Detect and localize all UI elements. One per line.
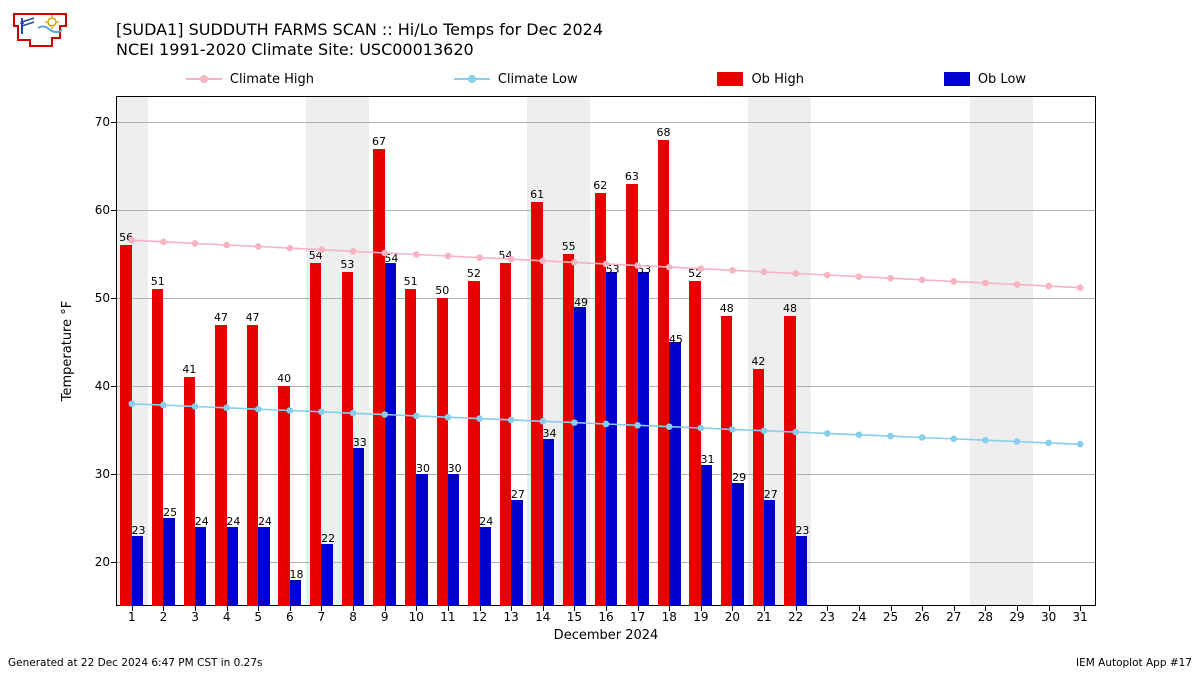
xtick-label: 1	[128, 610, 136, 624]
ytick-label: 50	[95, 291, 110, 305]
xtick-label: 11	[440, 610, 455, 624]
xtick-label: 26	[914, 610, 929, 624]
ytick-label: 20	[95, 555, 110, 569]
x-axis-ticks: 1234567891011121314151617181920212223242…	[116, 606, 1096, 626]
xtick-label: 6	[286, 610, 294, 624]
ytick-label: 30	[95, 467, 110, 481]
xtick-label: 7	[318, 610, 326, 624]
legend-label: Climate Low	[498, 72, 578, 87]
xtick-label: 23	[820, 610, 835, 624]
legend-label: Ob High	[751, 72, 804, 87]
x-axis-label: December 2024	[554, 628, 659, 643]
legend-climate-high: Climate High	[186, 72, 314, 87]
xtick-label: 27	[946, 610, 961, 624]
iem-logo	[8, 8, 72, 56]
xtick-label: 29	[1009, 610, 1024, 624]
line-swatch-icon	[454, 78, 490, 80]
xtick-label: 8	[349, 610, 357, 624]
xtick-label: 10	[409, 610, 424, 624]
xtick-label: 21	[756, 610, 771, 624]
y-axis-label: Temperature °F	[60, 301, 75, 401]
xtick-label: 31	[1073, 610, 1088, 624]
legend-label: Ob Low	[978, 72, 1026, 87]
legend: Climate High Climate Low Ob High Ob Low	[116, 66, 1096, 92]
footer-generated: Generated at 22 Dec 2024 6:47 PM CST in …	[8, 657, 263, 669]
title-line-1: [SUDA1] SUDDUTH FARMS SCAN :: Hi/Lo Temp…	[116, 20, 603, 40]
xtick-label: 25	[883, 610, 898, 624]
xtick-label: 17	[630, 610, 645, 624]
legend-label: Climate High	[230, 72, 314, 87]
xtick-label: 22	[788, 610, 803, 624]
xtick-label: 4	[223, 610, 231, 624]
rect-swatch-icon	[717, 72, 743, 86]
legend-climate-low: Climate Low	[454, 72, 578, 87]
chart-title: [SUDA1] SUDDUTH FARMS SCAN :: Hi/Lo Temp…	[116, 20, 603, 60]
xtick-label: 3	[191, 610, 199, 624]
xtick-label: 12	[472, 610, 487, 624]
xtick-label: 20	[725, 610, 740, 624]
xtick-label: 16	[598, 610, 613, 624]
xtick-label: 30	[1041, 610, 1056, 624]
plot-area: 5651414747405453675150525461556263685248…	[116, 96, 1096, 606]
ytick-label: 40	[95, 379, 110, 393]
xtick-label: 15	[567, 610, 582, 624]
footer-app: IEM Autoplot App #17	[1076, 657, 1192, 669]
legend-ob-high: Ob High	[717, 72, 804, 87]
xtick-label: 14	[535, 610, 550, 624]
xtick-label: 2	[160, 610, 168, 624]
ytick-label: 70	[95, 115, 110, 129]
climate-low-line	[116, 96, 1096, 606]
xtick-label: 13	[504, 610, 519, 624]
line-swatch-icon	[186, 78, 222, 80]
y-axis-ticks: 20 30 40 50 60 70	[0, 96, 116, 606]
xtick-label: 9	[381, 610, 389, 624]
xtick-label: 18	[662, 610, 677, 624]
xtick-label: 24	[851, 610, 866, 624]
title-line-2: NCEI 1991-2020 Climate Site: USC00013620	[116, 40, 603, 60]
xtick-label: 5	[254, 610, 262, 624]
xtick-label: 28	[978, 610, 993, 624]
rect-swatch-icon	[944, 72, 970, 86]
legend-ob-low: Ob Low	[944, 72, 1026, 87]
ytick-label: 60	[95, 203, 110, 217]
xtick-label: 19	[693, 610, 708, 624]
